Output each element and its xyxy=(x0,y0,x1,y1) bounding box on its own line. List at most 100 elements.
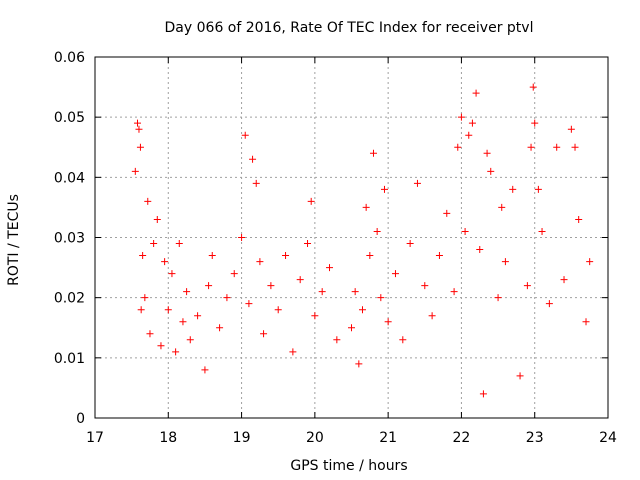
data-point xyxy=(137,306,145,314)
data-point xyxy=(428,312,436,320)
data-point xyxy=(380,185,388,193)
x-tick-label: 17 xyxy=(86,430,104,446)
data-point xyxy=(241,131,249,139)
data-point xyxy=(545,300,553,308)
data-point xyxy=(161,258,169,266)
x-tick-label: 19 xyxy=(233,430,251,446)
x-axis-label: GPS time / hours xyxy=(290,458,407,474)
data-point xyxy=(582,318,590,326)
data-point xyxy=(267,282,275,290)
chart-title: Day 066 of 2016, Rate Of TEC Index for r… xyxy=(165,20,534,36)
y-tick-label: 0.03 xyxy=(54,231,85,247)
x-tick-label: 24 xyxy=(599,430,617,446)
data-point xyxy=(296,276,304,284)
data-point xyxy=(373,227,381,235)
data-point xyxy=(318,288,326,296)
data-point xyxy=(586,258,594,266)
data-point xyxy=(249,155,257,163)
data-point xyxy=(307,197,315,205)
data-point xyxy=(150,240,158,248)
data-point xyxy=(523,282,531,290)
data-point xyxy=(399,336,407,344)
data-point xyxy=(183,288,191,296)
data-point xyxy=(454,143,462,151)
data-point xyxy=(483,149,491,157)
data-point xyxy=(358,306,366,314)
y-tick-label: 0.02 xyxy=(54,291,85,307)
data-point xyxy=(443,209,451,217)
data-point xyxy=(135,125,143,133)
x-tick-label: 22 xyxy=(453,430,471,446)
data-point xyxy=(476,246,484,254)
data-point xyxy=(274,306,282,314)
x-tick-label: 20 xyxy=(306,430,324,446)
data-point xyxy=(509,185,517,193)
data-point xyxy=(157,342,165,350)
data-point xyxy=(538,227,546,235)
data-point xyxy=(531,119,539,127)
data-point xyxy=(468,119,476,127)
data-point xyxy=(252,179,260,187)
data-point xyxy=(172,348,180,356)
data-point xyxy=(348,324,355,332)
data-point xyxy=(384,318,392,326)
data-point xyxy=(362,203,370,211)
data-point xyxy=(479,390,487,398)
data-point xyxy=(326,264,334,272)
data-point xyxy=(175,240,183,248)
data-point xyxy=(194,312,202,320)
data-point xyxy=(333,336,341,344)
data-point xyxy=(450,288,458,296)
data-point xyxy=(567,125,575,133)
data-point xyxy=(289,348,297,356)
data-point xyxy=(282,252,290,260)
data-point xyxy=(208,252,216,260)
y-tick-label: 0.04 xyxy=(54,170,85,186)
data-point xyxy=(529,83,537,91)
data-point xyxy=(575,215,583,223)
data-point xyxy=(164,306,172,314)
grid xyxy=(95,57,608,418)
data-point xyxy=(406,240,414,248)
data-point xyxy=(421,282,429,290)
y-axis-label: ROTI / TECUs xyxy=(6,194,22,286)
data-point xyxy=(216,324,224,332)
y-tick-label: 0.06 xyxy=(54,50,85,66)
y-tick-label: 0.05 xyxy=(54,110,85,126)
data-point xyxy=(355,360,363,368)
data-points xyxy=(131,83,594,398)
data-point xyxy=(498,203,506,211)
data-point xyxy=(461,227,469,235)
data-point xyxy=(205,282,213,290)
data-point xyxy=(136,143,144,151)
data-point xyxy=(487,167,495,175)
data-point xyxy=(230,270,238,278)
data-point xyxy=(245,300,253,308)
data-point xyxy=(413,179,421,187)
data-point xyxy=(256,258,264,266)
data-point xyxy=(304,240,312,248)
data-point xyxy=(527,143,535,151)
data-point xyxy=(134,119,142,127)
data-point xyxy=(131,167,139,175)
data-point xyxy=(560,276,568,284)
data-point xyxy=(153,215,161,223)
data-point xyxy=(435,252,443,260)
data-point xyxy=(186,336,194,344)
y-tick-label: 0 xyxy=(76,411,85,427)
axis-ticks: 17 18 19 20 21 22 23 24 0 0.01 0.02 0.03 0.04 0.05 0.0… xyxy=(54,50,617,446)
x-tick-label: 23 xyxy=(526,430,544,446)
data-point xyxy=(501,258,509,266)
data-point xyxy=(351,288,359,296)
data-point xyxy=(238,234,246,241)
data-point xyxy=(223,294,231,302)
data-point xyxy=(534,185,542,193)
data-point xyxy=(472,89,480,97)
data-point xyxy=(141,294,149,302)
data-point xyxy=(260,330,268,338)
data-point xyxy=(391,270,399,278)
data-point xyxy=(465,131,473,139)
data-point xyxy=(369,149,377,157)
